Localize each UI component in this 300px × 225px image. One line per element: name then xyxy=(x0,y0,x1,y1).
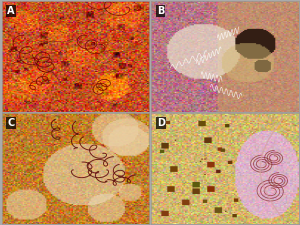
Text: B: B xyxy=(157,6,164,16)
Text: D: D xyxy=(157,118,165,128)
Text: C: C xyxy=(8,118,15,128)
Text: A: A xyxy=(8,6,15,16)
